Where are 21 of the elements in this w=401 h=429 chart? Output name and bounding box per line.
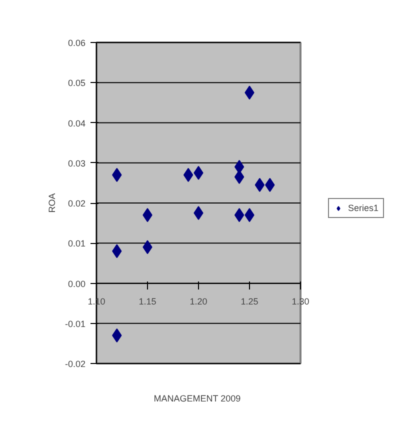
x-axis-title: MANAGEMENT 2009 bbox=[154, 394, 241, 404]
point bbox=[254, 178, 265, 192]
point bbox=[234, 160, 244, 174]
point bbox=[234, 170, 244, 184]
point bbox=[234, 208, 244, 222]
y-tick-label: 0.01 bbox=[68, 238, 86, 249]
legend-label: Series1 bbox=[348, 203, 379, 213]
y-tick-label: 0.03 bbox=[68, 158, 86, 168]
x-tick-label: 1.30 bbox=[292, 296, 310, 306]
y-tick-label: -0.01 bbox=[64, 318, 86, 329]
y-tick-label: -0.02 bbox=[64, 359, 86, 369]
x-tick-label: 1.25 bbox=[240, 296, 258, 306]
y-tick-label: 0.04 bbox=[68, 118, 86, 128]
x-tick-label: 1.20 bbox=[190, 296, 208, 306]
y-axis-title: ROA bbox=[46, 193, 57, 213]
y-tick-label: 0.00 bbox=[68, 278, 86, 289]
point bbox=[183, 168, 194, 182]
x-tick-label: 1.15 bbox=[138, 296, 156, 306]
y-tick-label: 0.05 bbox=[68, 78, 86, 88]
y-tick-label: 0.06 bbox=[68, 38, 86, 48]
y-tick-label: 0.02 bbox=[68, 198, 86, 208]
